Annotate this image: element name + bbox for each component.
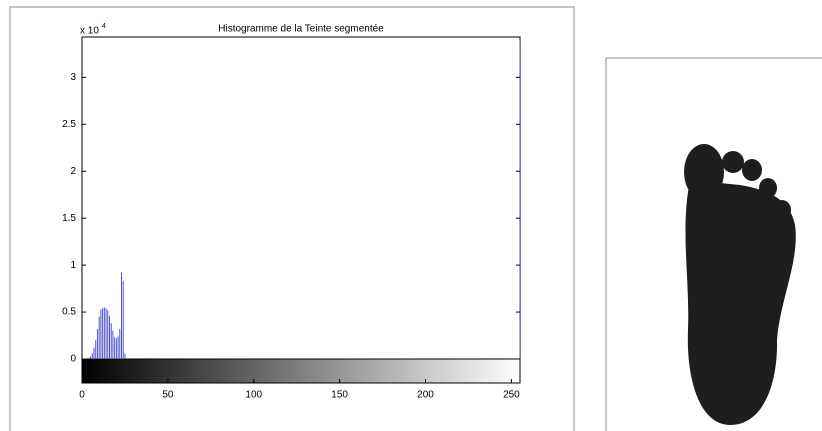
- axes-box: [81, 36, 521, 360]
- x-tick-label: 250: [503, 390, 520, 401]
- y-tick-label: 0: [70, 354, 76, 365]
- x-tick-label: 150: [331, 390, 348, 401]
- right-panel: [605, 57, 822, 431]
- chart-title: Histogramme de la Teinte segmentée: [218, 24, 384, 35]
- y-multiplier-exponent: 4: [102, 23, 106, 30]
- y-tick-label: 2.5: [62, 119, 76, 130]
- foot-image: [684, 144, 796, 425]
- y-tick-label: 0.5: [62, 307, 76, 318]
- x-tick-label: 200: [417, 390, 434, 401]
- colorbar: [81, 358, 521, 384]
- y-multiplier: x 10: [80, 26, 99, 37]
- y-tick-label: 1: [70, 260, 76, 271]
- x-tick-label: 0: [79, 390, 85, 401]
- y-tick-label: 3: [70, 72, 76, 83]
- left-panel: [9, 6, 575, 431]
- y-tick-label: 1.5: [62, 213, 76, 224]
- x-tick-label: 50: [162, 390, 174, 401]
- y-tick-label: 2: [70, 166, 76, 177]
- x-tick-label: 100: [245, 390, 262, 401]
